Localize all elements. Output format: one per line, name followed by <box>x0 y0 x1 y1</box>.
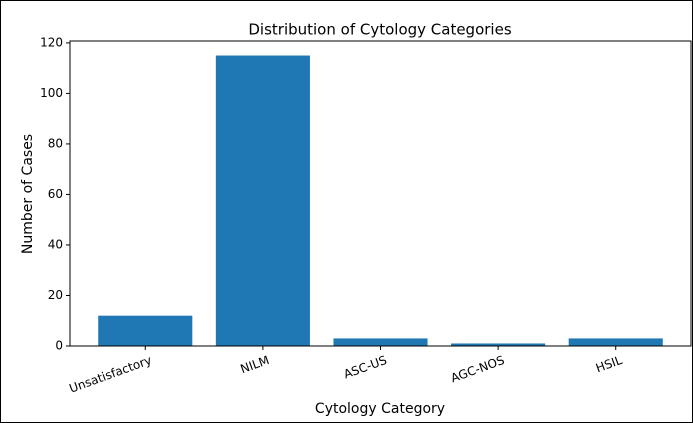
y-tick-label: 40 <box>48 237 63 251</box>
x-axis-label: Cytology Category <box>315 401 445 417</box>
bar <box>568 338 663 346</box>
chart-title: Distribution of Cytology Categories <box>248 21 511 39</box>
bar <box>333 338 428 346</box>
y-axis-label: Number of Cases <box>20 134 36 254</box>
y-tick-label: 60 <box>48 187 63 201</box>
y-tick-label: 100 <box>40 86 63 100</box>
y-tick-label: 20 <box>48 288 63 302</box>
bar <box>215 55 310 347</box>
y-tick-label: 80 <box>48 136 63 150</box>
bar <box>98 315 193 346</box>
plot-area <box>69 40 692 347</box>
y-tick-label: 120 <box>40 35 63 49</box>
y-tick-label: 0 <box>55 339 63 353</box>
bar <box>451 343 546 346</box>
